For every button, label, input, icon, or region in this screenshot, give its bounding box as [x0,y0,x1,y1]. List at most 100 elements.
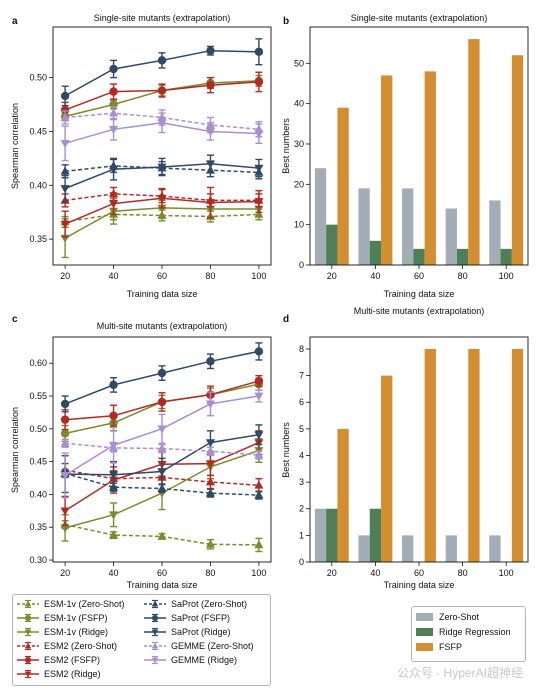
panel-b-ytick-label: 10 [294,220,304,230]
panel-b-ytick-label: 0 [299,260,304,270]
panel-c-point [108,471,119,480]
legend-label: ESM-1v (FSFP) [44,613,108,623]
legend-label: Ridge Regression [439,627,511,637]
legend-item: GEMME (Ridge) [143,655,237,665]
panel-c-point [254,347,264,356]
panel-d-xtick-label: 80 [458,568,468,578]
panel-c-letter: c [12,314,18,325]
watermark: 公众号 · HyperAI超神经 [397,666,524,680]
panel-d-bar [424,348,436,562]
panel-a-ylabel: Spearman correlation [10,103,20,189]
legend-swatch [144,655,166,665]
panel-b-bar [326,224,338,265]
panel-c-series-10 [60,389,264,499]
legend-label: ESM-1v (Zero-Shot) [44,599,125,609]
panel-a-ytick-label: 0.45 [29,126,47,136]
panel-b-bar [456,248,469,265]
line-legend: ESM-1v (Zero-Shot) ESM-1v (FSFP) ESM-1v (R… [12,594,271,686]
legend-item: GEMME (Zero-Shot) [143,641,254,651]
legend-item: ESM2 (Ridge) [16,669,101,679]
panel-c-point [60,507,70,516]
panel-c-point [60,438,70,447]
panel-a-point [60,139,70,149]
panel-c-point [108,511,119,520]
panel-c-point [60,429,70,438]
panel-d-xtick-label: 40 [370,568,380,578]
panel-a-series-line [65,165,259,174]
panel-d-bar [445,535,457,562]
panel-b-xtick-label: 60 [414,271,424,281]
panel-b-bar [424,71,436,265]
legend-swatch [416,643,433,651]
panel-b-frame [309,26,529,266]
panel-c-point [205,488,216,497]
panel-c-xtick-label: 60 [157,568,167,578]
panel-b-xtick-label: 100 [499,271,514,281]
panel-a-point [206,46,215,55]
legend-item: FSFP [416,642,462,652]
panel-a-xtick-label: 20 [60,271,70,281]
legend-swatch [17,613,39,623]
panel-d-xtick-label: 60 [414,568,424,578]
panel-b-ytick-label: 50 [294,58,304,68]
panel-a-point [157,86,167,95]
legend-item: SaProt (FSFP) [143,613,230,623]
panel-d-ytick-label: 4 [299,450,304,460]
panel-a-xtick-label: 40 [109,271,119,281]
panel-c-point [254,392,264,401]
panel-c-point [157,531,167,540]
panel-d-ytick-label: 1 [299,530,304,540]
panel-b-bar [381,75,393,266]
panel-a-title: Single-site mutants (extrapolation) [94,13,231,23]
panel-c-point [205,539,216,548]
panel-c-ytick-label: 0.45 [29,457,47,467]
panel-a-ytick-label: 0.35 [29,234,47,244]
legend-swatch [144,641,166,651]
panel-c-ylabel: Spearman correlation [10,407,20,493]
panel-a-point [108,200,119,209]
panel-c-point [60,524,70,533]
legend-item: ESM-1v (Ridge) [16,627,108,637]
panel-a-series-5 [60,186,264,238]
legend-item: SaProt (Zero-Shot) [143,599,247,609]
panel-b-bar [489,200,501,265]
panel-b-bar [468,39,480,265]
panel-a-point [109,64,118,74]
legend-label: ESM-1v (Ridge) [44,627,109,637]
legend-label: SaProt (Ridge) [171,627,231,637]
panel-b-bar [445,208,457,265]
panel-a-point [60,112,70,121]
panel-d-ytick-label: 8 [299,344,304,354]
panel-c-point [157,368,167,378]
panel-c-frame [52,336,272,563]
panel-b-bar [511,55,524,265]
bar-legend: Zero-Shot Ridge Regression FSFP [411,606,526,662]
panel-c-point [254,431,264,440]
panel-d-ytick-label: 3 [299,477,304,487]
panel-a-point [60,220,70,229]
panel-b-xtick-label: 20 [327,271,337,281]
panel-a-point [254,77,264,87]
panel-c-title: Multi-site mutants (extrapolation) [97,321,228,331]
panel-b-bar [500,248,512,265]
legend-item: ESM2 (FSFP) [16,655,100,665]
legend-swatch [144,613,166,623]
panel-a-point [157,163,167,172]
panel-b: b Single-site mutants (extrapolation) Trai… [281,13,529,299]
legend-label: GEMME (Ridge) [171,655,238,665]
legend-item: ESM-1v (Zero-Shot) [16,599,125,609]
legend-swatch [144,627,166,637]
panel-b-xlabel: Training data size [384,289,455,299]
legend-item: Zero-Shot [416,612,479,622]
panel-c-point [157,483,167,492]
panel-a-letter: a [12,16,18,27]
panel-a-point [157,194,167,204]
panel-d-bar [511,348,524,562]
panel-c-point [108,441,119,451]
legend-label: ESM2 (Ridge) [44,669,101,679]
legend-label: FSFP [439,642,463,652]
panel-a-series-line [64,213,259,223]
panel-a-point [108,108,119,117]
panel-c-point [205,460,216,469]
panel-d-ytick-label: 5 [299,424,304,434]
